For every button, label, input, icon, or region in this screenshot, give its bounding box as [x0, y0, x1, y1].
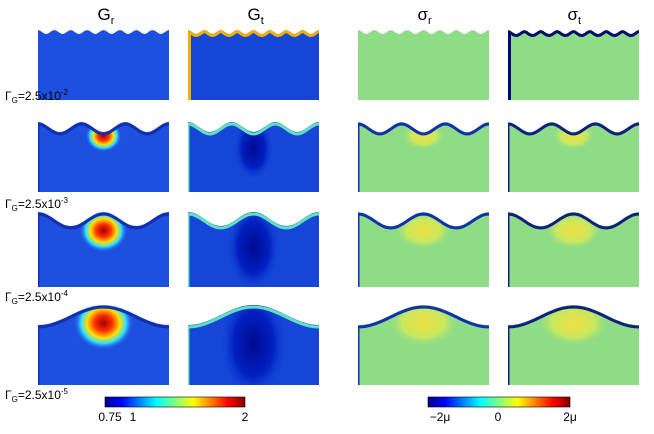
row-symbol: Γ [5, 197, 12, 211]
header-sub: r [428, 15, 432, 27]
row-label: ΓG=2.5x10-2 [5, 88, 69, 105]
row-symbol: Γ [5, 290, 12, 304]
panel [38, 212, 169, 287]
row-text: =2.5x10 [18, 388, 61, 402]
panel-field [38, 30, 169, 100]
panel-field [38, 122, 169, 192]
row-text: =2.5x10 [18, 290, 61, 304]
panel-field [508, 30, 639, 100]
panel-detail [188, 122, 319, 192]
surface-edge [38, 212, 169, 287]
panel [38, 305, 169, 385]
header-sub: r [111, 15, 115, 27]
header-symbol: G [248, 5, 261, 24]
panel-detail [188, 305, 319, 385]
panel [358, 122, 489, 192]
panel-detail [38, 212, 169, 287]
row-label: ΓG=2.5x10-3 [5, 196, 69, 213]
panels [38, 30, 639, 385]
panel [188, 212, 319, 287]
panel [508, 212, 639, 287]
panel [358, 305, 489, 385]
panel [188, 30, 319, 100]
panel-detail [358, 122, 489, 192]
header-sub: t [261, 15, 264, 27]
panel-field [358, 30, 489, 100]
row-exp: -3 [61, 196, 69, 205]
panel-field [358, 122, 489, 192]
dark-region [227, 212, 280, 287]
hotspot [85, 122, 122, 153]
panel [38, 30, 169, 100]
surface-edge [508, 305, 639, 385]
column-header: σt [568, 5, 582, 27]
row-exp: -5 [61, 387, 69, 396]
panel-detail [508, 212, 639, 287]
panel [38, 122, 169, 192]
panel-field [188, 30, 319, 100]
colorbar-tick-label: 0 [495, 410, 502, 424]
header-symbol: σ [418, 5, 429, 24]
panel [188, 122, 319, 192]
panel [508, 305, 639, 385]
stress-region [544, 212, 603, 250]
surface-edge [358, 305, 489, 385]
column-header: Gt [248, 5, 264, 27]
dark-region [233, 122, 274, 181]
surface-edge [188, 212, 319, 287]
row-symbol: Γ [5, 388, 12, 402]
header-symbol: σ [568, 5, 579, 24]
column-header: Gr [98, 5, 115, 27]
panel-detail [508, 122, 639, 192]
header-symbol: G [98, 5, 111, 24]
row-text: =2.5x10 [18, 89, 61, 103]
hotspot [73, 305, 134, 350]
panel [508, 30, 639, 100]
row-label: ΓG=2.5x10-5 [5, 387, 69, 404]
row-sub: G [12, 96, 18, 105]
stress-region [394, 212, 453, 250]
panel-detail [508, 305, 639, 385]
panel [358, 30, 489, 100]
row-exp: -2 [61, 88, 69, 97]
surface-edge [358, 122, 489, 192]
panel-detail [188, 212, 319, 287]
row-sub: G [12, 204, 18, 213]
surface-edge [38, 122, 169, 192]
colorbar-tick-label: 2 [242, 410, 249, 424]
panel [188, 305, 319, 385]
colorbar-tick-label: 2μ [563, 410, 577, 424]
panel-detail [358, 305, 489, 385]
panel [508, 122, 639, 192]
panel-detail [38, 305, 169, 385]
row-symbol: Γ [5, 89, 12, 103]
surface-edge [38, 305, 169, 385]
colorbar-tick-label: 0.75 [98, 410, 122, 424]
column-header: σr [418, 5, 433, 27]
colorbar [104, 396, 246, 408]
surface-edge [508, 122, 639, 192]
row-text: =2.5x10 [18, 197, 61, 211]
dark-region [220, 305, 287, 385]
surface-edge [188, 305, 319, 385]
surface-edge [188, 122, 319, 192]
panel-field [508, 122, 639, 192]
colorbar [427, 396, 571, 408]
surface-edge [358, 212, 489, 287]
row-exp: -4 [61, 289, 69, 298]
colorbar-tick-label: −2μ [430, 410, 451, 424]
header-sub: t [578, 15, 581, 27]
panel [358, 212, 489, 287]
row-sub: G [12, 297, 18, 306]
row-sub: G [12, 395, 18, 404]
panel-detail [358, 212, 489, 287]
row-label: ΓG=2.5x10-4 [5, 289, 69, 306]
colorbar-tick-label: 1 [130, 410, 137, 424]
surface-edge [508, 212, 639, 287]
